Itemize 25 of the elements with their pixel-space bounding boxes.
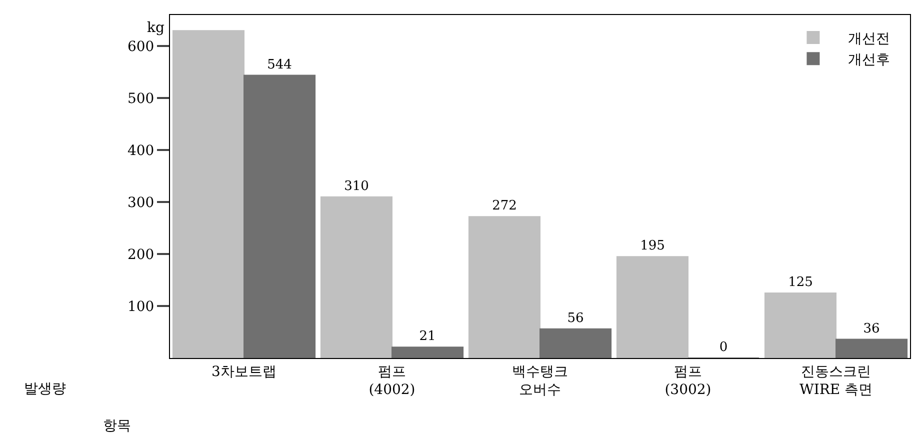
text: 항목	[103, 418, 131, 434]
data-label: 272	[492, 198, 517, 214]
y-tick-label: 600	[127, 39, 154, 56]
legend-label: 개선후	[848, 52, 890, 68]
data-label: 310	[344, 178, 369, 194]
x-tick-label: 진동스크린 WIRE 측면	[799, 364, 873, 398]
y-axis-title: kg	[147, 20, 164, 36]
text: 발생량	[24, 381, 66, 397]
data-label: 125	[788, 275, 813, 290]
x-tick-label: 펌프 (3002)	[664, 364, 712, 398]
y-tick-label: 400	[127, 143, 154, 160]
x-tick-label: 3차보트랩	[212, 364, 276, 380]
x-tick-label: 펌프 (4002)	[368, 364, 416, 398]
x-tick-label: 백수탱크 오버수	[512, 364, 568, 398]
data-label: 21	[419, 329, 436, 344]
data-label: 56	[567, 310, 584, 326]
legend-label: 개선전	[848, 30, 890, 47]
data-label: 36	[863, 321, 880, 336]
data-label: 544	[267, 57, 292, 72]
data-label: 0	[719, 340, 728, 355]
y-tick-label: 100	[127, 298, 154, 315]
y-tick-label: 500	[127, 91, 154, 108]
y-tick-label: 300	[127, 194, 154, 211]
y-tick-label: 200	[127, 246, 154, 263]
data-label: 195	[640, 238, 665, 254]
